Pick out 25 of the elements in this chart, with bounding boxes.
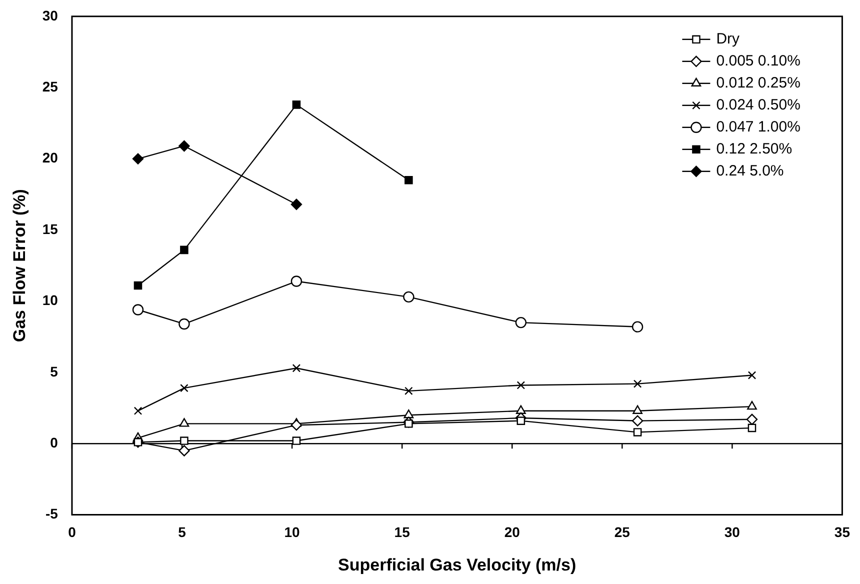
legend-label: 0.12 2.50%	[716, 140, 792, 158]
x-axis-title: Superficial Gas Velocity (m/s)	[338, 555, 576, 574]
x-tick-label: 10	[284, 524, 300, 540]
y-tick-label: 25	[42, 78, 58, 94]
y-tick-label: 0	[50, 434, 58, 450]
x-tick-label: 30	[724, 524, 740, 540]
legend-label: Dry	[716, 30, 740, 48]
y-tick-label: 15	[42, 220, 58, 237]
y-tick-label: 30	[42, 7, 58, 24]
y-tick-label: 10	[42, 292, 58, 308]
x-tick-label: 20	[504, 524, 520, 540]
x-tick-label: 5	[178, 524, 186, 540]
legend-label: 0.024 0.50%	[716, 96, 800, 114]
legend-label: 0.005 0.10%	[716, 52, 800, 70]
x-tick-label: 35	[834, 524, 850, 540]
legend-label: 0.24 5.0%	[716, 162, 784, 180]
y-tick-label: 5	[50, 363, 58, 380]
legend-label: 0.047 1.00%	[716, 118, 800, 136]
legend-label: 0.012 0.25%	[716, 74, 800, 92]
y-tick-label: -5	[46, 506, 58, 522]
y-axis-title: Gas Flow Error (%)	[10, 189, 29, 342]
x-tick-label: 15	[394, 524, 410, 540]
x-tick-label: 25	[614, 524, 630, 540]
y-tick-label: 20	[42, 150, 58, 166]
x-tick-label: 0	[68, 524, 76, 540]
